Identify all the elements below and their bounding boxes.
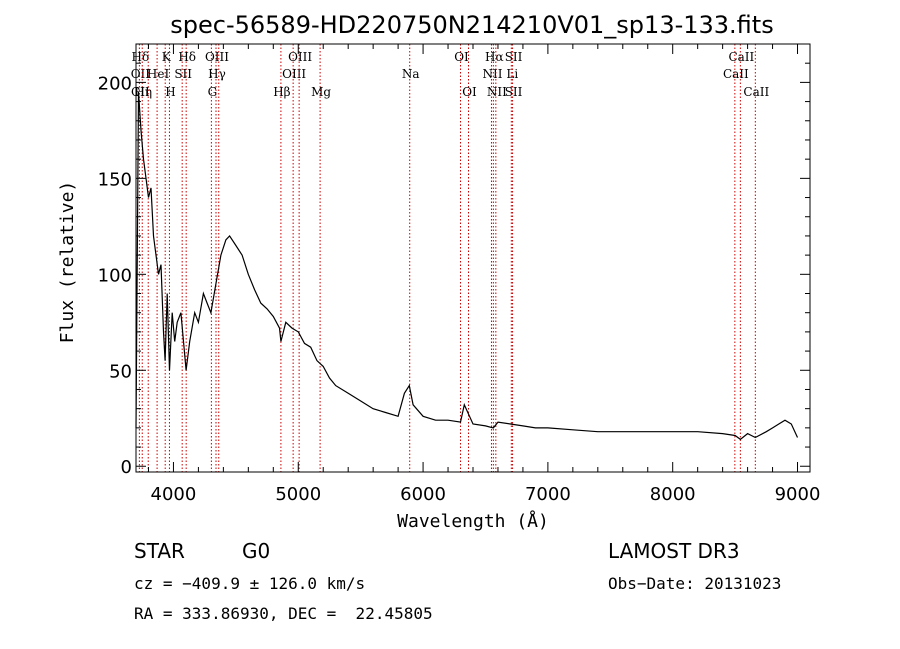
spectral-line-label: Hγ: [208, 67, 226, 81]
y-tick-label: 100: [98, 265, 132, 286]
spectral-lines: HδOIICIIHηHeIKHSIIHδGOIIIHγHβOIIIOIIIMgN…: [131, 44, 769, 472]
x-tick-label: 9000: [775, 484, 821, 505]
y-tick-label: 200: [98, 73, 132, 94]
spectral-line-label: SII: [505, 50, 523, 64]
spectral-line-label: OI: [462, 85, 477, 99]
spectral-line-label: SII: [174, 67, 192, 81]
spectral-line-label: CaII: [728, 50, 754, 64]
y-tick-label: 50: [109, 361, 132, 382]
x-tick-label: 8000: [650, 484, 696, 505]
x-tick-label: 4000: [151, 484, 197, 505]
object-subclass: G0: [242, 539, 271, 563]
y-tick-label: 150: [98, 169, 132, 190]
x-tick-label: 5000: [275, 484, 321, 505]
object-class: STAR: [134, 539, 185, 563]
spectral-line-label: K: [162, 50, 172, 64]
obs-date: Obs−Date: 20131023: [608, 574, 782, 593]
spectral-line-label: OIII: [288, 50, 312, 64]
spectral-line-label: Hη: [134, 85, 152, 99]
spectral-line-label: G: [208, 85, 218, 99]
x-tick-label: 6000: [400, 484, 446, 505]
spectral-line-label: CaII: [743, 85, 769, 99]
spectral-line-label: OIII: [205, 50, 229, 64]
y-axis-label: Flux (relative): [57, 181, 78, 344]
spectral-line-label: Li: [506, 67, 518, 81]
survey-name: LAMOST DR3: [608, 539, 740, 563]
spectral-line-label: OI: [454, 50, 469, 64]
spectrum-series-line: [135, 91, 799, 441]
coordinates: RA = 333.86930, DEC = 22.45805: [134, 604, 433, 623]
chart-title: spec-56589-HD220750N214210V01_sp13-133.f…: [170, 11, 773, 39]
spectral-line-label: Na: [402, 67, 420, 81]
x-tick-label: 7000: [525, 484, 571, 505]
spectral-line-label: Hβ: [273, 85, 290, 99]
y-tick-label: 0: [121, 457, 132, 478]
spectral-line-label: OIII: [282, 67, 306, 81]
spectral-line-label: HeI: [147, 67, 170, 81]
spectral-line-label: H: [165, 85, 175, 99]
spectral-line-label: Mg: [311, 85, 331, 99]
spectral-line-label: NII: [487, 85, 507, 99]
spectral-line-label: NII: [482, 67, 502, 81]
spectral-line-label: CaII: [723, 67, 749, 81]
spectral-line-label: SII: [505, 85, 523, 99]
axes: 4000 5000 6000 7000 8000 9000 0 50 100 150 200: [98, 44, 821, 505]
plot-frame: [135, 43, 811, 473]
spectral-line-label: Hδ: [132, 50, 150, 64]
spectral-line-label: Hδ: [178, 50, 196, 64]
redshift-readout: cz = −409.9 ± 126.0 km/s: [134, 574, 366, 593]
spectral-line-label: Hα: [485, 50, 504, 64]
x-axis-label: Wavelength (Å): [397, 510, 549, 532]
